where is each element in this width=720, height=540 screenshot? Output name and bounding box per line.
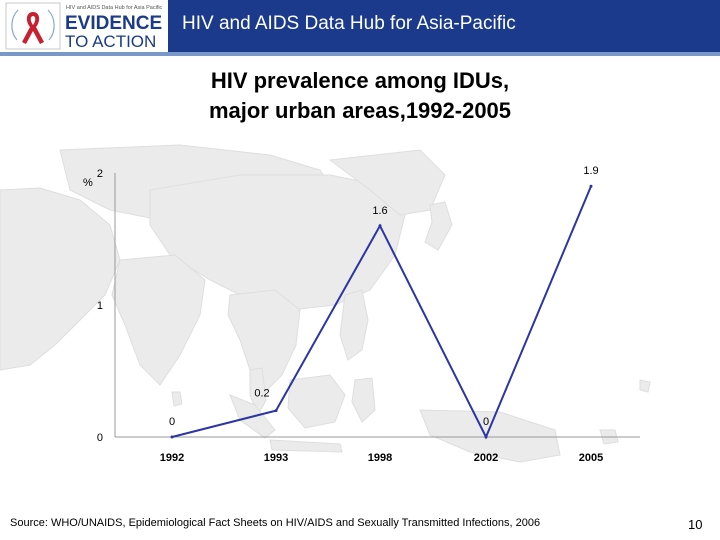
map-region-sri-lanka: [171, 391, 183, 407]
data-label: 0: [169, 416, 175, 428]
map-region-borneo: [287, 374, 346, 429]
logo-line2: TO ACTION: [65, 32, 156, 51]
data-point: [589, 184, 593, 188]
data-labels: 0 0.2 1.6 0 1.9: [169, 165, 599, 428]
y-tick-label: 1: [97, 300, 103, 312]
chart-title: HIV prevalence among IDUs, major urban a…: [100, 66, 620, 126]
data-point: [378, 224, 382, 228]
y-ticks: 0 1 2: [97, 168, 103, 444]
header-banner: [168, 0, 720, 52]
y-tick-label: 2: [97, 168, 103, 180]
data-label: 0: [483, 416, 489, 428]
logo-graphic: [5, 2, 61, 50]
chart-title-line-2: major urban areas,1992-2005: [208, 98, 512, 123]
header: HIV and AIDS Data Hub for Asia Pacific E…: [0, 0, 720, 56]
map-region-sulawesi: [351, 377, 376, 423]
y-tick-label: 0: [97, 432, 103, 444]
data-label: 1.6: [372, 205, 387, 217]
y-axis-label: %: [83, 177, 93, 189]
banner-title: HIV and AIDS Data Hub for Asia-Pacific: [182, 13, 516, 34]
map-region-philippines: [339, 289, 369, 361]
x-tick-label: 2002: [474, 452, 498, 464]
source-note: Source: WHO/UNAIDS, Epidemiological Fact…: [10, 517, 541, 529]
x-tick-label: 1998: [368, 452, 392, 464]
un-wreath-icon: [11, 9, 55, 41]
data-label: 0.2: [254, 388, 269, 400]
map-region-northeast-asia: [328, 149, 446, 216]
map-region-japan: [424, 201, 453, 251]
x-tick-label: 2005: [579, 452, 603, 464]
logo-small-text: HIV and AIDS Data Hub for Asia Pacific: [66, 5, 163, 11]
x-tick-label: 1993: [264, 452, 288, 464]
data-point: [274, 409, 278, 413]
data-point: [170, 435, 174, 439]
map-region-malay-peninsula: [249, 367, 267, 417]
map-region-indochina: [227, 289, 301, 396]
chart-title-line-1: HIV prevalence among IDUs,: [210, 68, 510, 93]
evidence-to-action-logo: HIV and AIDS Data Hub for Asia Pacific E…: [0, 0, 168, 52]
map-region-west-asia: [0, 187, 121, 371]
map-region-new-guinea: [419, 409, 561, 463]
red-ribbon-icon: [22, 12, 44, 44]
logo-line1: EVIDENCE: [65, 13, 162, 34]
x-tick-label: 1992: [160, 452, 184, 464]
x-ticks: 1992 1993 1998 2002 2005: [160, 452, 603, 464]
data-point: [484, 435, 488, 439]
header-rule: [0, 52, 720, 56]
series-group: [170, 184, 593, 440]
series-line: [171, 185, 592, 440]
map-region-java: [269, 439, 343, 453]
logo-text: HIV and AIDS Data Hub for Asia Pacific E…: [65, 5, 163, 51]
page-number: 10: [688, 517, 703, 532]
data-label: 1.9: [583, 165, 598, 177]
map-region-pacific-islands: [599, 379, 651, 445]
map-region-india: [111, 254, 206, 386]
